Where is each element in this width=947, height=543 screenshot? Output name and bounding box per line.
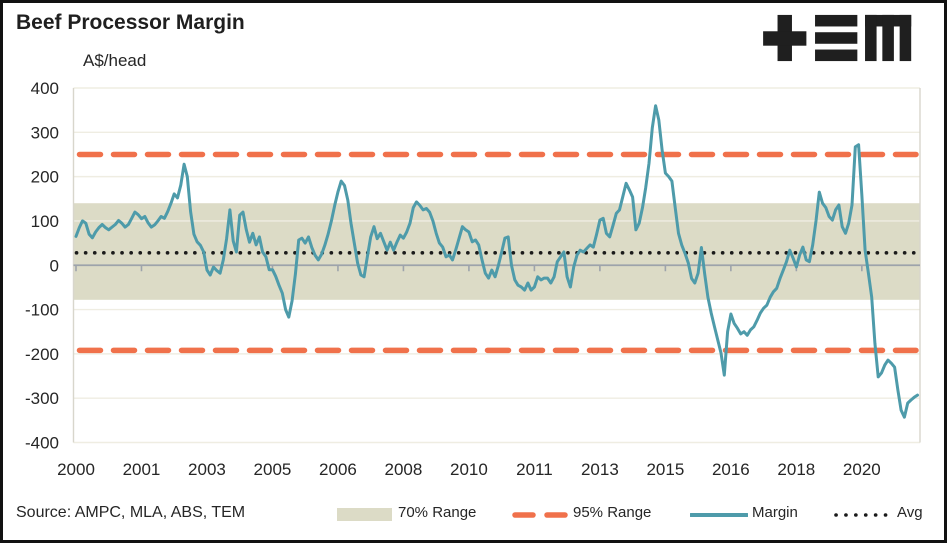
legend-avg-swatch [834,513,890,517]
x-axis-label: 2010 [450,460,488,479]
legend-margin-label: Margin [752,504,798,521]
y-axis-label: 200 [31,168,59,187]
y-axis-labels: 400 300 200 100 0 -100 -200 -300 -400 [25,79,59,453]
range70-band [73,203,920,300]
x-axis-label: 2003 [188,460,226,479]
x-axis-labels: 2000 2001 2003 2005 2006 2008 2010 2011 2013 2015… [57,460,881,479]
x-axis-label: 2005 [254,460,292,479]
legend-70-range-label: 70% Range [398,504,477,521]
logo-bars-icon [815,14,858,27]
y-axis-label: -300 [25,389,59,408]
legend-avg-label: Avg [897,504,923,521]
legend-70-range-swatch [337,508,392,521]
x-axis-label: 2016 [712,460,750,479]
legend-95-range-swatch [512,512,568,518]
y-axis-label: 0 [50,256,59,275]
x-axis-label: 2015 [646,460,684,479]
axis-units-label: A$/head [83,51,147,70]
legend-95-range-label: 95% Range [573,504,652,521]
gridlines [73,87,920,444]
x-axis-label: 2020 [843,460,881,479]
x-axis-label: 2006 [319,460,357,479]
y-axis-label: -100 [25,301,59,320]
y-axis-label: -400 [25,434,59,453]
source-note: Source: AMPC, MLA, ABS, TEM [16,504,246,521]
x-axis-label: 2000 [57,460,95,479]
y-axis-label: 400 [31,79,59,98]
y-axis-label: -200 [25,345,59,364]
margin-series-line [74,104,919,419]
x-axis-label: 2008 [385,460,423,479]
x-axis-label: 2013 [581,460,619,479]
legend-margin-swatch [690,513,748,517]
logo-m-icon [865,14,912,62]
tem-logo [763,14,912,62]
y-axis-label: 300 [31,123,59,142]
page-title: Beef Processor Margin [16,11,245,34]
x-axis-label: 2011 [516,460,553,479]
y-axis-label: 100 [31,212,59,231]
x-axis-label: 2001 [123,460,161,479]
x-axis-label: 2018 [777,460,815,479]
